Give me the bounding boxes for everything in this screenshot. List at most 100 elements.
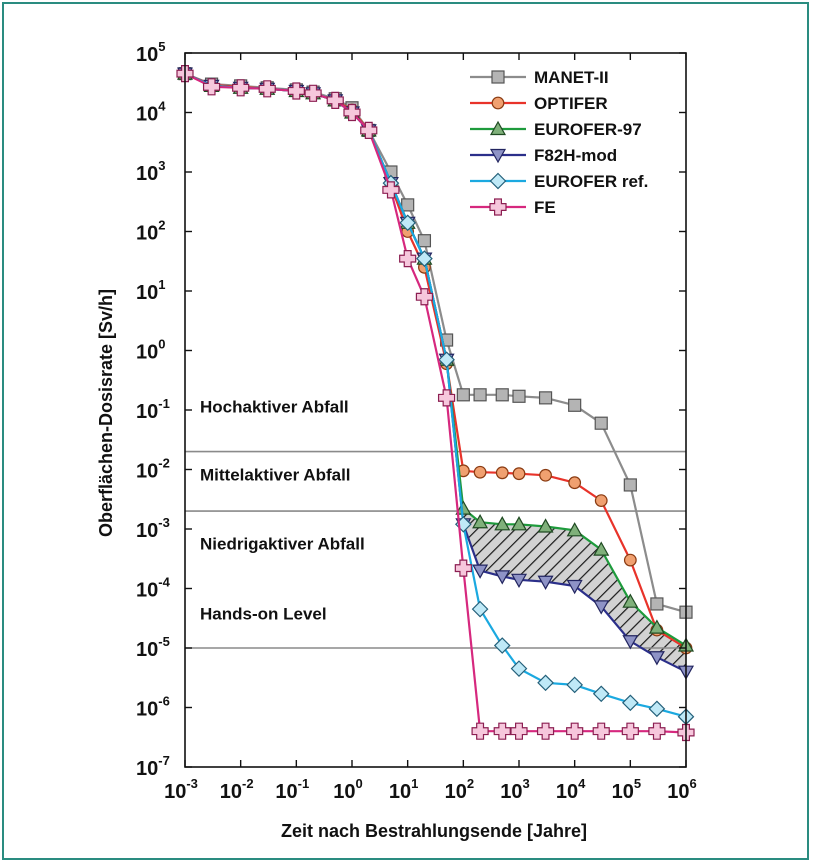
data-point xyxy=(493,637,511,654)
data-point xyxy=(360,121,378,140)
hatched-band xyxy=(463,508,686,672)
y-tick-label: 104 xyxy=(136,99,166,126)
legend-item: EUROFER ref. xyxy=(470,172,648,191)
data-point xyxy=(537,575,554,590)
data-point xyxy=(623,478,637,492)
legend-marker xyxy=(489,148,507,164)
x-tick-label: 101 xyxy=(389,776,418,803)
data-point xyxy=(621,694,639,712)
y-tick-label: 105 xyxy=(136,39,165,66)
data-point xyxy=(399,250,417,268)
legend-marker xyxy=(489,198,507,216)
data-point xyxy=(494,570,511,585)
data-point xyxy=(415,288,434,306)
legend-label: EUROFER ref. xyxy=(534,172,648,191)
data-point xyxy=(258,80,276,98)
legend-item: FE xyxy=(470,198,556,217)
x-tick-label: 100 xyxy=(333,776,362,803)
legend-item: MANET-II xyxy=(470,68,609,87)
legend-item: F82H-mod xyxy=(470,146,617,165)
legend: MANET-II OPTIFER EUROFER-97 F82H-mod EUROFER… xyxy=(470,68,648,217)
y-tick-label: 100 xyxy=(136,337,165,364)
x-tick-label: 10-2 xyxy=(220,776,254,803)
legend-item: EUROFER-97 xyxy=(470,120,642,139)
x-tick-label: 10-1 xyxy=(275,776,309,803)
data-point xyxy=(622,635,639,650)
y-tick-label: 10-7 xyxy=(136,753,170,780)
x-tick-label: 103 xyxy=(500,776,529,803)
data-point xyxy=(493,722,511,740)
data-point xyxy=(538,391,553,405)
legend-marker xyxy=(489,172,507,190)
data-point xyxy=(648,722,666,740)
data-point xyxy=(401,198,415,212)
y-tick-label: 103 xyxy=(136,158,165,185)
x-tick-label: 102 xyxy=(445,776,474,803)
legend-label: EUROFER-97 xyxy=(534,120,642,139)
legend-marker xyxy=(489,120,507,136)
data-point xyxy=(512,389,526,403)
data-point xyxy=(648,700,666,718)
data-point xyxy=(471,722,489,740)
data-point xyxy=(623,553,637,567)
data-point xyxy=(473,388,487,402)
data-point xyxy=(621,722,639,740)
data-point xyxy=(494,516,511,531)
data-point xyxy=(510,722,528,740)
data-point xyxy=(592,685,610,703)
data-point xyxy=(454,559,472,577)
data-point xyxy=(648,651,665,666)
data-point xyxy=(471,600,489,618)
zone-label: Niedrigaktiver Abfall xyxy=(200,535,365,554)
x-tick-label: 106 xyxy=(667,776,696,803)
data-point xyxy=(510,516,528,531)
data-point xyxy=(495,466,509,480)
y-tick-label: 10-2 xyxy=(136,456,170,483)
data-point xyxy=(495,388,509,402)
y-tick-label: 102 xyxy=(136,218,165,245)
data-point xyxy=(416,250,433,267)
data-point xyxy=(510,573,528,589)
legend-label: F82H-mod xyxy=(534,146,617,165)
data-point xyxy=(304,84,322,102)
data-point xyxy=(382,181,400,199)
data-point xyxy=(594,494,608,508)
y-axis-label: Oberflächen-Dosisrate [Sv/h] xyxy=(96,289,116,537)
data-point xyxy=(566,522,583,537)
data-point xyxy=(417,234,432,248)
legend-marker xyxy=(491,70,505,84)
x-tick-label: 10-3 xyxy=(164,776,198,803)
series-layer xyxy=(176,65,695,742)
data-point xyxy=(456,388,470,402)
data-point xyxy=(510,660,528,677)
data-point xyxy=(472,513,489,529)
x-tick-label: 104 xyxy=(556,776,586,803)
data-point xyxy=(594,416,608,430)
y-tick-label: 10-5 xyxy=(136,634,170,661)
y-tick-label: 10-4 xyxy=(136,575,171,602)
data-point xyxy=(512,467,526,481)
data-point xyxy=(232,79,250,97)
y-tick-label: 10-6 xyxy=(136,694,170,721)
data-point xyxy=(568,476,582,490)
data-point xyxy=(566,676,584,694)
data-point xyxy=(593,600,610,615)
hatched-area xyxy=(463,508,686,672)
data-point xyxy=(287,82,305,100)
data-point xyxy=(438,351,455,369)
data-point xyxy=(202,78,221,96)
y-tick-label: 101 xyxy=(136,277,165,304)
data-point xyxy=(592,722,610,740)
data-point xyxy=(622,593,639,608)
zone-label: Mittelaktiver Abfall xyxy=(200,466,351,485)
data-point xyxy=(343,103,361,122)
data-point xyxy=(566,579,583,595)
legend-label: OPTIFER xyxy=(534,94,608,113)
data-point xyxy=(472,564,489,579)
legend-marker xyxy=(491,96,505,110)
data-point xyxy=(650,597,664,611)
zone-label: Hochaktiver Abfall xyxy=(200,398,349,417)
legend-item: OPTIFER xyxy=(470,94,608,113)
